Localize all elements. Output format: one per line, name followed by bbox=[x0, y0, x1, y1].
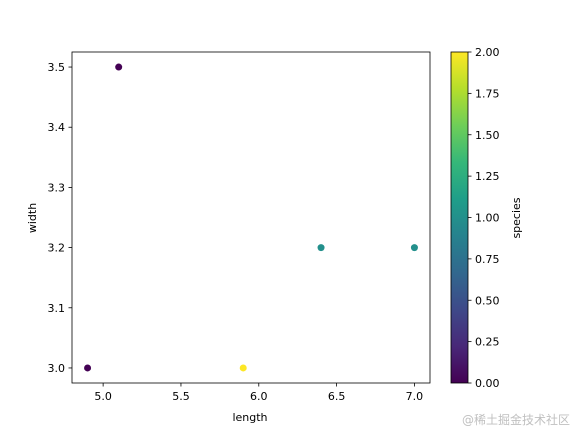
x-tick-label: 6.0 bbox=[250, 390, 268, 403]
colorbar-tick-label: 1.00 bbox=[475, 212, 500, 225]
x-tick-label: 7.0 bbox=[406, 390, 424, 403]
y-tick-label: 3.0 bbox=[48, 362, 66, 375]
plot-area bbox=[71, 51, 431, 384]
watermark: @稀土掘金技术社区 bbox=[461, 413, 570, 427]
points-layer bbox=[84, 63, 418, 372]
colorbar-label: species bbox=[510, 197, 523, 238]
y-tick-label: 3.5 bbox=[48, 61, 66, 74]
y-tick-label: 3.2 bbox=[48, 242, 66, 255]
y-tick-label: 3.3 bbox=[48, 181, 66, 194]
y-axis: 3.0 3.1 3.2 3.3 3.4 3.5 bbox=[48, 61, 72, 375]
y-axis-label: width bbox=[26, 203, 39, 233]
y-tick-label: 3.1 bbox=[48, 302, 66, 315]
scatter-point bbox=[239, 364, 247, 372]
x-tick-label: 5.5 bbox=[172, 390, 190, 403]
colorbar-tick-label: 0.25 bbox=[475, 336, 500, 349]
colorbar: 0.00 0.25 0.50 0.75 1.00 1.25 1.50 1.75 2.00 bbox=[450, 46, 500, 390]
scatter-point bbox=[317, 244, 325, 252]
scatter-point bbox=[84, 364, 92, 372]
scatter-point bbox=[115, 63, 123, 71]
colorbar-tick-label: 2.00 bbox=[475, 46, 500, 59]
y-tick-label: 3.4 bbox=[48, 121, 66, 134]
x-tick-label: 5.0 bbox=[94, 390, 112, 403]
colorbar-tick-label: 1.25 bbox=[475, 170, 500, 183]
x-axis: 5.0 5.5 6.0 6.5 7.0 bbox=[94, 383, 423, 403]
colorbar-tick-label: 0.50 bbox=[475, 294, 500, 307]
scatter-point bbox=[410, 244, 418, 252]
colorbar-tick-label: 1.75 bbox=[475, 87, 500, 100]
plot-frame bbox=[71, 51, 431, 384]
colorbar-tick-label: 1.50 bbox=[475, 129, 500, 142]
colorbar-gradient bbox=[450, 51, 469, 384]
x-tick-label: 6.5 bbox=[328, 390, 346, 403]
x-axis-label: length bbox=[232, 411, 267, 424]
colorbar-tick-label: 0.00 bbox=[475, 377, 500, 390]
colorbar-tick-label: 0.75 bbox=[475, 253, 500, 266]
